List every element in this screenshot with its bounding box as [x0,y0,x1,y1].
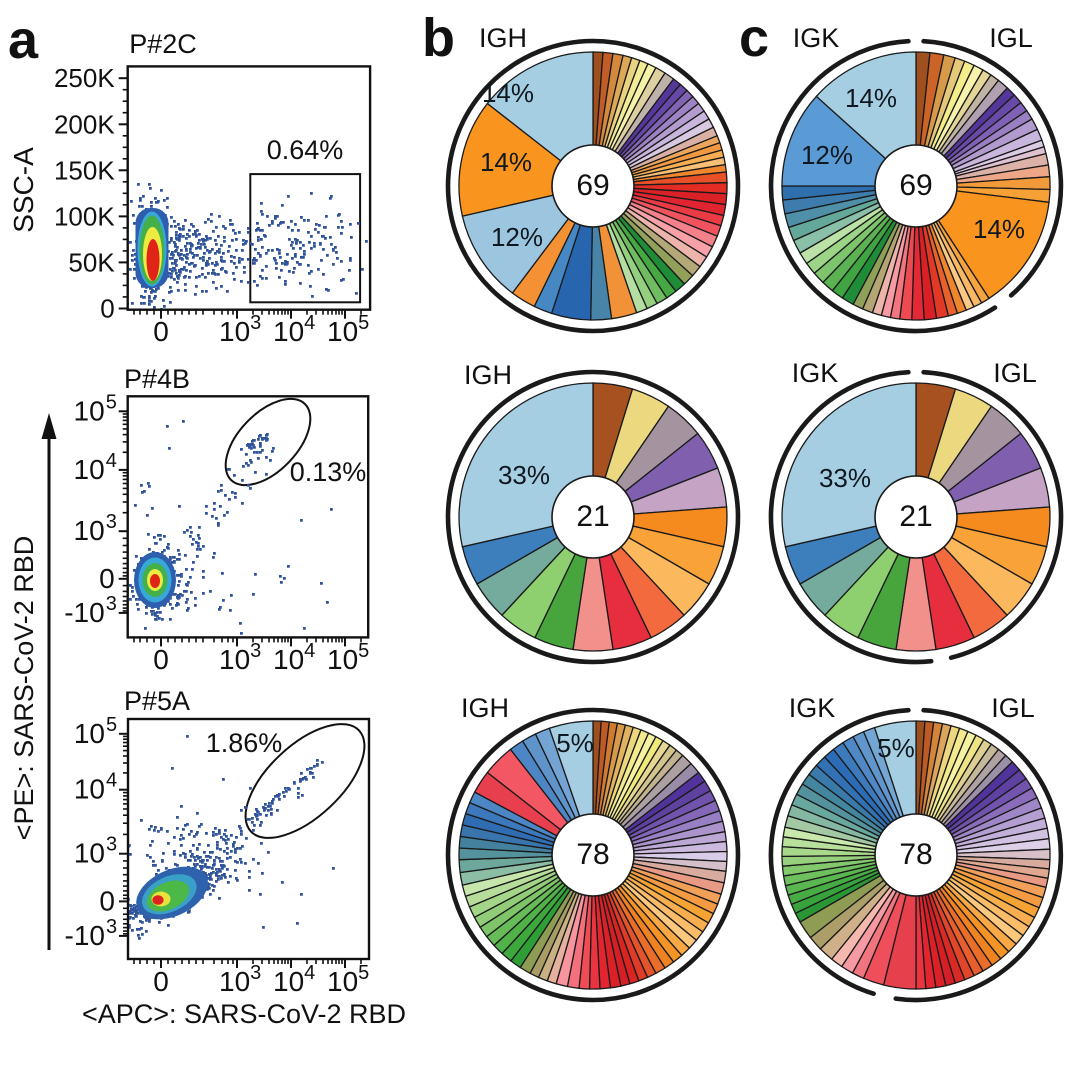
svg-text:10: 10 [74,718,105,749]
svg-text:21: 21 [576,500,609,533]
svg-text:IGK: IGK [793,23,840,53]
svg-text:33%: 33% [819,463,871,493]
svg-text:3: 3 [106,834,117,856]
svg-text:21: 21 [899,500,932,533]
svg-text:12%: 12% [491,222,543,252]
svg-text:c: c [739,8,769,68]
svg-text:IGK: IGK [792,358,839,388]
svg-text:69: 69 [576,169,609,202]
svg-text:SSC-A: SSC-A [8,147,39,233]
svg-text:50K: 50K [68,247,115,277]
svg-text:-10: -10 [64,597,104,628]
svg-text:0: 0 [153,644,169,675]
svg-text:0: 0 [100,294,114,324]
svg-text:IGL: IGL [991,693,1035,723]
svg-text:78: 78 [899,838,932,871]
svg-text:4: 4 [106,770,117,792]
svg-text:14%: 14% [480,147,532,177]
svg-text:5: 5 [106,391,117,413]
svg-text:a: a [8,10,39,70]
svg-text:<APC>: SARS-CoV-2 RBD: <APC>: SARS-CoV-2 RBD [82,999,406,1029]
svg-text:100K: 100K [54,201,115,231]
svg-text:0: 0 [99,885,115,916]
svg-text:IGH: IGH [464,360,512,390]
svg-text:250K: 250K [54,63,115,93]
svg-text:P#5A: P#5A [124,686,190,716]
svg-text:10: 10 [74,395,105,426]
svg-text:14%: 14% [482,78,534,108]
svg-text:5: 5 [106,714,117,736]
svg-text:14%: 14% [973,214,1025,244]
svg-text:0: 0 [153,316,169,347]
svg-text:103: 103 [219,312,261,347]
svg-text:0.64%: 0.64% [267,135,344,165]
svg-text:P#4B: P#4B [124,364,190,394]
svg-text:IGL: IGL [989,23,1033,53]
svg-text:10: 10 [74,774,105,805]
svg-text:-10: -10 [65,920,105,951]
svg-text:P#2C: P#2C [129,29,197,59]
svg-text:0: 0 [153,966,169,997]
svg-text:IGH: IGH [461,693,509,723]
svg-text:IGH: IGH [479,23,527,53]
svg-text:<PE>: SARS-CoV-2 RBD: <PE>: SARS-CoV-2 RBD [9,536,39,841]
svg-text:0: 0 [99,563,115,594]
svg-text:3: 3 [106,916,117,938]
svg-text:150K: 150K [54,155,115,185]
svg-text:10: 10 [74,454,105,485]
svg-text:3: 3 [106,511,117,533]
svg-text:69: 69 [899,169,932,202]
svg-text:14%: 14% [845,83,897,113]
svg-text:3: 3 [106,593,117,615]
svg-text:78: 78 [576,838,609,871]
svg-text:b: b [422,8,455,68]
svg-text:0.13%: 0.13% [290,457,367,487]
svg-text:1.86%: 1.86% [206,728,283,758]
svg-text:12%: 12% [801,140,853,170]
svg-text:200K: 200K [54,109,115,139]
svg-text:4: 4 [106,450,117,472]
svg-text:IGL: IGL [993,358,1037,388]
svg-text:10: 10 [74,838,105,869]
svg-text:IGK: IGK [789,693,836,723]
svg-text:10: 10 [74,515,105,546]
svg-text:5%: 5% [556,728,594,758]
svg-text:104: 104 [273,312,315,347]
svg-text:5%: 5% [877,733,915,763]
svg-text:33%: 33% [498,460,550,490]
